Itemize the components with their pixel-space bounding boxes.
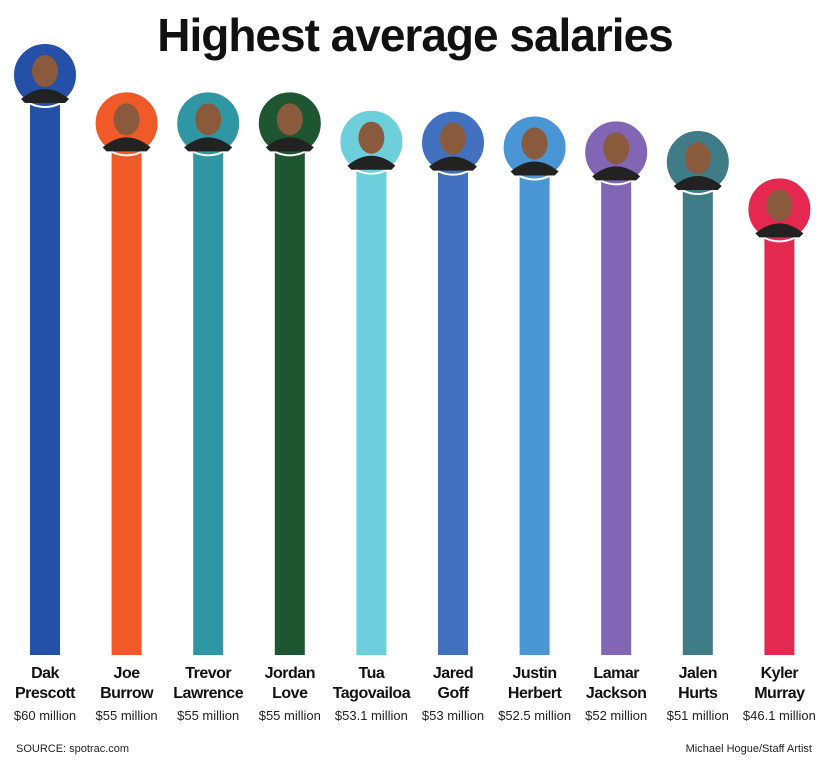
- player-shoulders: [429, 156, 477, 171]
- category-label: Kyler Murray: [754, 665, 805, 702]
- player-shoulders: [102, 137, 151, 152]
- player-head: [358, 121, 385, 154]
- player-shoulders: [510, 161, 559, 176]
- bar: [682, 162, 713, 655]
- category-label: Trevor Lawrence: [173, 665, 244, 702]
- bar: [356, 141, 387, 655]
- player-shoulders: [755, 223, 804, 238]
- value-label: $53 million: [421, 708, 485, 723]
- category-label: Lamar Jackson: [585, 665, 647, 702]
- player-head: [276, 103, 303, 136]
- bar: [111, 123, 142, 656]
- bar: [601, 152, 632, 656]
- bar: [274, 123, 305, 656]
- player-head: [113, 103, 140, 136]
- value-label: $51 million: [666, 708, 729, 723]
- category-label: Tua Tagovailoa: [332, 665, 411, 702]
- bar: [30, 75, 60, 655]
- value-label: $52 million: [585, 708, 648, 723]
- source: SOURCE: spotrac.com: [16, 743, 130, 755]
- value-label: $53.1 million: [334, 708, 408, 723]
- player-shoulders: [347, 155, 396, 170]
- player-head: [766, 189, 793, 222]
- value-label: $55 million: [95, 708, 158, 723]
- player-head: [32, 55, 58, 87]
- value-label: $55 million: [177, 708, 240, 723]
- category-label: Dak Prescott: [14, 665, 76, 702]
- category-label: Jordan Love: [264, 665, 316, 702]
- category-label: Jalen Hurts: [678, 665, 718, 702]
- value-label: $55 million: [258, 708, 321, 723]
- bar: [438, 142, 468, 655]
- player-head: [603, 132, 630, 165]
- value-label: $46.1 million: [742, 708, 816, 723]
- value-label: $60 million: [13, 708, 77, 723]
- category-label: Joe Burrow: [100, 665, 154, 702]
- player-head: [521, 127, 548, 160]
- player-shoulders: [265, 137, 314, 152]
- player-shoulders: [21, 89, 69, 103]
- player-head: [440, 122, 466, 155]
- player-shoulders: [673, 176, 722, 190]
- value-label: $52.5 million: [498, 708, 572, 723]
- player-shoulders: [184, 137, 233, 152]
- category-label: Jared Goff: [432, 665, 474, 702]
- credit: Michael Hogue/Staff Artist: [685, 743, 812, 755]
- player-head: [195, 103, 222, 136]
- bar: [764, 209, 795, 655]
- bar: [519, 147, 550, 655]
- chart-title: Highest average salaries: [157, 9, 674, 61]
- category-label: Justin Herbert: [507, 665, 562, 702]
- bar: [193, 123, 224, 656]
- player-head: [684, 142, 711, 174]
- player-shoulders: [592, 166, 641, 181]
